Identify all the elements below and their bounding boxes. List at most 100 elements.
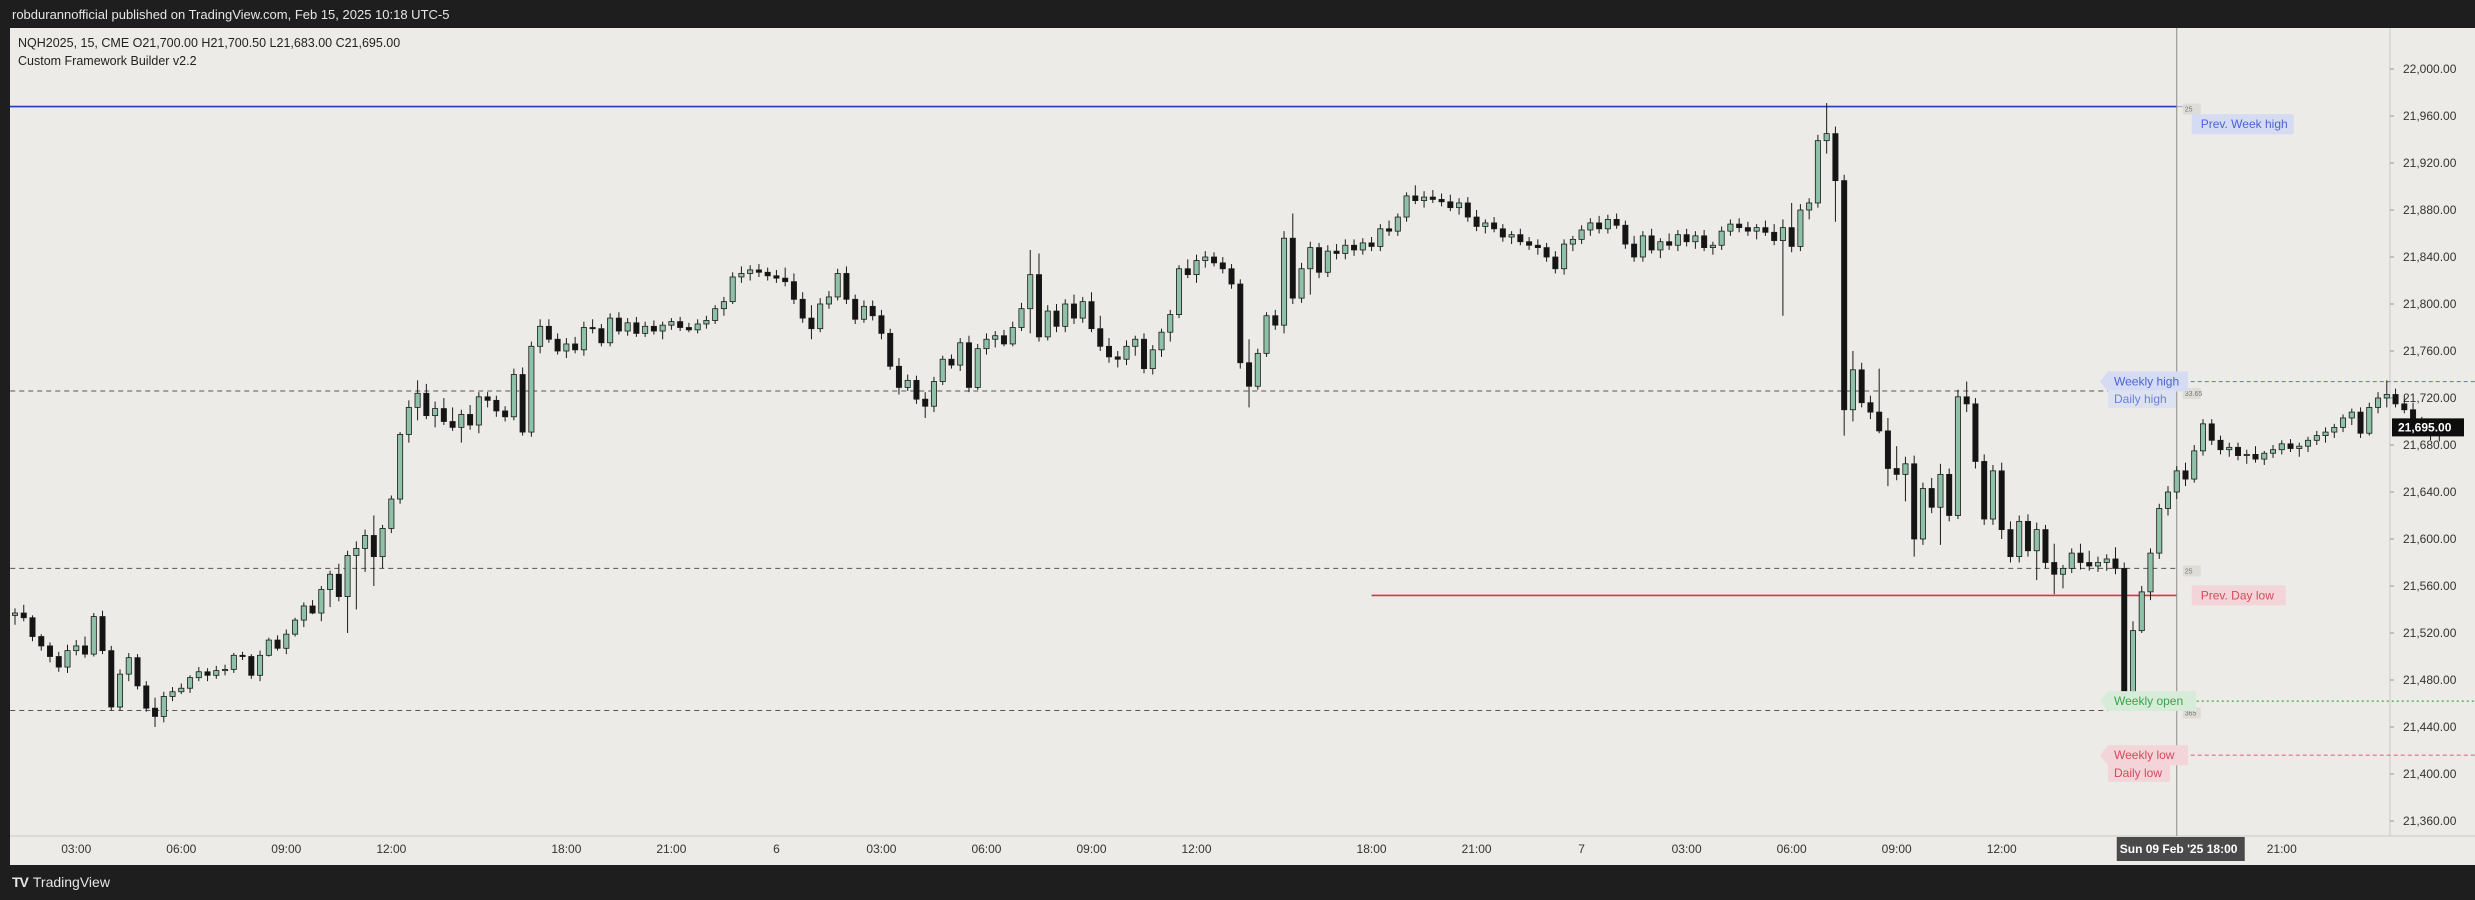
candle[interactable] (362, 529, 369, 572)
candle[interactable] (1473, 210, 1480, 232)
candle[interactable] (563, 338, 570, 359)
candle[interactable] (615, 312, 622, 335)
candle[interactable] (1858, 362, 1865, 408)
candle[interactable] (694, 319, 701, 334)
candle[interactable] (790, 273, 797, 304)
candle[interactable] (1683, 228, 1690, 247)
candle[interactable] (1456, 198, 1463, 215)
tradingview-logo[interactable]: TV TradingView (12, 874, 110, 890)
candle[interactable] (1289, 213, 1296, 304)
candle[interactable] (397, 432, 404, 504)
candle[interactable] (528, 341, 535, 437)
candle[interactable] (493, 395, 500, 417)
candle[interactable] (204, 668, 211, 682)
candle[interactable] (458, 409, 465, 443)
candle[interactable] (1788, 202, 1795, 253)
candle[interactable] (1324, 245, 1331, 277)
candle[interactable] (1692, 231, 1699, 249)
candle[interactable] (1027, 249, 1034, 334)
candle[interactable] (624, 318, 631, 336)
candle[interactable] (1911, 455, 1918, 557)
candle[interactable] (248, 654, 255, 679)
candle[interactable] (545, 319, 552, 343)
candle[interactable] (1035, 253, 1042, 342)
candle[interactable] (432, 401, 439, 428)
candle[interactable] (82, 636, 89, 658)
candle[interactable] (1814, 134, 1821, 208)
candle[interactable] (1167, 309, 1174, 342)
candle[interactable] (2375, 392, 2382, 414)
candle[interactable] (1657, 238, 1664, 259)
candle[interactable] (2366, 402, 2373, 436)
candle[interactable] (922, 392, 929, 418)
candle[interactable] (2129, 621, 2136, 696)
candle[interactable] (2147, 548, 2154, 601)
candle[interactable] (2401, 395, 2408, 414)
candle[interactable] (1639, 231, 1646, 262)
candle[interactable] (90, 613, 97, 657)
candle[interactable] (195, 667, 202, 682)
candle[interactable] (1709, 241, 1716, 255)
candle[interactable] (1359, 238, 1366, 255)
candle[interactable] (423, 383, 430, 420)
candle[interactable] (729, 272, 736, 304)
candle[interactable] (2042, 524, 2049, 569)
candle[interactable] (817, 298, 824, 333)
indicator-name[interactable]: Custom Framework Builder v2.2 (18, 54, 197, 68)
candle[interactable] (38, 634, 45, 651)
candle[interactable] (992, 331, 999, 348)
chart-area[interactable]: 22,000.00 21,960.00 21,920.00 21,880.00 21,8… (10, 28, 2475, 865)
level-pennant-box[interactable] (2100, 371, 2188, 392)
candle[interactable] (773, 269, 780, 283)
candle[interactable] (414, 380, 421, 421)
candle[interactable] (2296, 442, 2303, 457)
candle[interactable] (659, 321, 666, 340)
candle[interactable] (1246, 339, 1253, 408)
candle[interactable] (983, 333, 990, 355)
candle[interactable] (1079, 296, 1086, 323)
candle[interactable] (685, 322, 692, 333)
candle[interactable] (1333, 244, 1340, 260)
candle[interactable] (1841, 174, 1848, 436)
candle[interactable] (1184, 259, 1191, 279)
candle[interactable] (1263, 312, 1270, 357)
candle[interactable] (1097, 315, 1104, 351)
candle[interactable] (257, 650, 264, 682)
candle[interactable] (2322, 427, 2329, 443)
candle[interactable] (712, 305, 719, 324)
candle[interactable] (1569, 235, 1576, 252)
candle[interactable] (1281, 231, 1288, 334)
candle[interactable] (1578, 225, 1585, 245)
candle[interactable] (1316, 242, 1323, 279)
candle[interactable] (2173, 466, 2180, 500)
candle[interactable] (2121, 562, 2128, 698)
candle[interactable] (1429, 190, 1436, 203)
candle[interactable] (335, 563, 342, 602)
candle[interactable] (519, 367, 526, 436)
candle[interactable] (1219, 257, 1226, 274)
candle[interactable] (1053, 304, 1060, 333)
candle[interactable] (1237, 279, 1244, 369)
candle[interactable] (344, 550, 351, 633)
candle[interactable] (1106, 338, 1113, 363)
candle[interactable] (1499, 224, 1506, 242)
candle[interactable] (2164, 486, 2171, 516)
candle[interactable] (1149, 345, 1156, 375)
candle[interactable] (2235, 442, 2242, 461)
candle[interactable] (2305, 436, 2312, 453)
candle[interactable] (99, 610, 106, 655)
candle[interactable] (1666, 233, 1673, 250)
candle[interactable] (904, 374, 911, 391)
candle[interactable] (878, 309, 885, 340)
candle[interactable] (1604, 214, 1611, 234)
candle[interactable] (47, 642, 54, 663)
candle[interactable] (1351, 239, 1358, 256)
candle[interactable] (2383, 380, 2390, 408)
candle[interactable] (230, 652, 237, 673)
level-pennant-box[interactable] (2100, 745, 2188, 766)
candle[interactable] (475, 392, 482, 434)
candle[interactable] (1779, 219, 1786, 316)
candle[interactable] (73, 640, 80, 656)
candle[interactable] (2068, 548, 2075, 574)
level-label-box[interactable] (2191, 585, 2286, 606)
